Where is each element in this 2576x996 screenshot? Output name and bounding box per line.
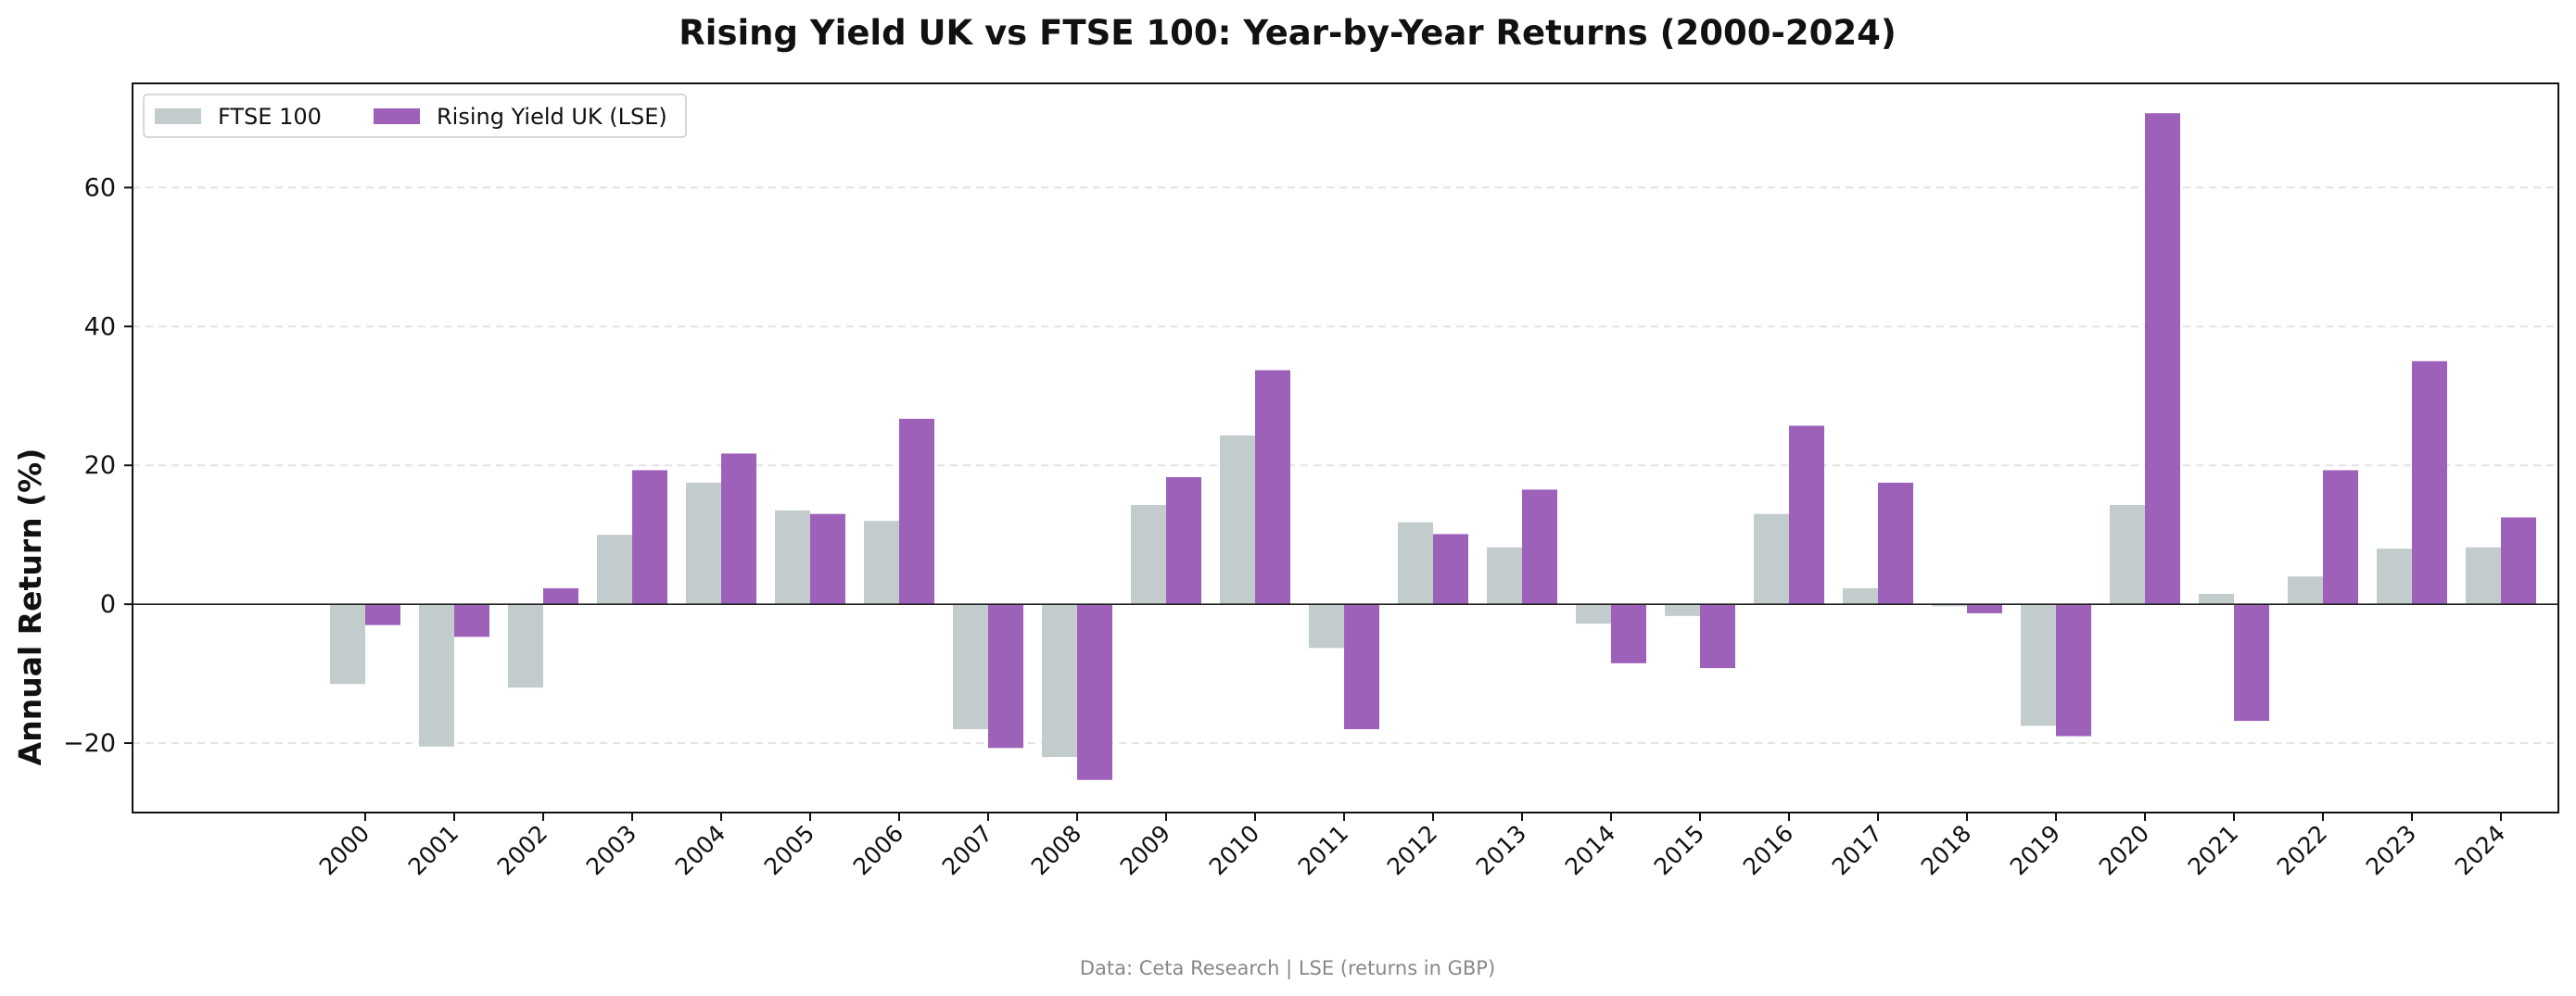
x-tick-label: 2022: [2272, 820, 2332, 880]
x-tick-label: 2012: [1382, 820, 1442, 880]
rising-yield-bar-2003: [632, 470, 667, 605]
x-tick-label: 2004: [670, 820, 730, 880]
rising-yield-bar-2009: [1166, 476, 1201, 605]
rising-yield-bar-2016: [1789, 425, 1824, 605]
x-tick-label: 2001: [403, 820, 463, 880]
x-tick-label: 2016: [1738, 820, 1798, 880]
y-tick-label: 40: [84, 312, 116, 341]
x-tick-label: 2011: [1293, 820, 1353, 880]
ftse-bar-2021: [2199, 593, 2234, 605]
ftse-bar-2007: [953, 604, 988, 730]
x-tick-label: 2019: [2005, 820, 2065, 880]
x-tick-label: 2018: [1916, 820, 1976, 880]
ftse-bar-2009: [1131, 504, 1166, 605]
x-tick-label: 2013: [1471, 820, 1531, 880]
chart-title: Rising Yield UK vs FTSE 100: Year-by-Yea…: [679, 13, 1896, 53]
ftse-bar-2010: [1220, 435, 1255, 605]
rising-yield-bar-2021: [2234, 604, 2269, 722]
ftse-bar-2011: [1309, 604, 1344, 649]
ftse-bar-2024: [2466, 547, 2501, 605]
ftse-bar-2023: [2377, 548, 2412, 605]
ftse-bar-2005: [775, 510, 810, 605]
ftse-bar-2022: [2288, 576, 2323, 605]
x-tick-label: 2008: [1026, 820, 1086, 880]
x-tick-label: 2000: [314, 820, 374, 880]
legend-label: Rising Yield UK (LSE): [437, 104, 667, 130]
ftse-bar-2001: [419, 604, 454, 747]
grid-lines: [133, 186, 2558, 745]
x-tick-label: 2002: [492, 820, 552, 880]
ftse-bar-2006: [864, 521, 899, 605]
rising-yield-bar-2019: [2056, 604, 2091, 737]
axes: −20 0 20 40 60 2000 2001 2002 2003 2004 2005 2006 20…: [63, 82, 2559, 880]
bars: [330, 113, 2536, 780]
x-tick-label: 2023: [2361, 820, 2421, 880]
x-tick-label: 2007: [937, 820, 997, 880]
rising-yield-bar-2008: [1077, 604, 1112, 780]
legend: FTSE 100 Rising Yield UK (LSE): [143, 94, 687, 138]
rising-yield-bar-2022: [2323, 470, 2358, 605]
rising-yield-bar-2024: [2501, 517, 2536, 605]
x-tick-label: 2005: [759, 820, 819, 880]
y-tick-label: 20: [84, 451, 116, 480]
legend-label: FTSE 100: [218, 104, 322, 130]
ftse-bar-2013: [1487, 547, 1522, 605]
ftse-bar-2014: [1576, 604, 1611, 624]
ftse-bar-2020: [2110, 504, 2145, 605]
rising-yield-bar-2020: [2145, 113, 2180, 605]
x-tick-label: 2010: [1204, 820, 1264, 880]
y-axis-label: Annual Return (%): [12, 448, 48, 766]
y-tick-label: 0: [100, 590, 116, 619]
rising-yield-bar-2013: [1522, 489, 1557, 605]
x-tick-label: 2021: [2183, 820, 2243, 880]
x-tick-label: 2006: [848, 820, 908, 880]
source-note: Data: Ceta Research | LSE (returns in GB…: [1080, 957, 1495, 980]
y-tick-label: −20: [63, 729, 116, 758]
ftse-bar-2008: [1042, 604, 1077, 758]
rising-yield-bar-2005: [810, 513, 845, 605]
x-tick-label: 2014: [1560, 820, 1620, 880]
rising-yield-bar-2014: [1611, 604, 1646, 663]
rising-yield-bar-2001: [454, 604, 489, 637]
x-tick-label: 2024: [2450, 820, 2510, 880]
ftse-bar-2018: [1932, 604, 1967, 607]
ftse-bar-2017: [1843, 587, 1878, 605]
ftse-bar-2019: [2021, 604, 2056, 726]
ftse-bar-2002: [508, 604, 543, 688]
x-tick-label: 2020: [2094, 820, 2154, 880]
rising-yield-bar-2000: [365, 604, 400, 625]
y-tick-label: 60: [84, 173, 116, 202]
rising-yield-bar-2006: [899, 419, 934, 605]
rising-yield-bar-2018: [1967, 604, 2002, 613]
x-tick-label: 2003: [581, 820, 641, 880]
legend-swatch: [155, 108, 201, 124]
ftse-bar-2012: [1398, 522, 1433, 605]
ftse-bar-2004: [686, 482, 721, 605]
x-tick-label: 2017: [1827, 820, 1887, 880]
rising-yield-bar-2011: [1344, 604, 1379, 730]
x-tick-label: 2009: [1115, 820, 1175, 880]
rising-yield-bar-2007: [988, 604, 1023, 749]
ftse-bar-2016: [1754, 513, 1789, 605]
x-tick-label: 2015: [1649, 820, 1709, 880]
rising-yield-bar-2023: [2412, 360, 2447, 605]
ftse-bar-2003: [597, 535, 632, 605]
legend-swatch: [374, 108, 420, 124]
rising-yield-bar-2012: [1433, 534, 1468, 605]
rising-yield-bar-2015: [1700, 604, 1735, 669]
ftse-bar-2015: [1665, 604, 1700, 616]
rising-yield-bar-2017: [1878, 482, 1913, 605]
rising-yield-bar-2002: [543, 587, 578, 605]
rising-yield-bar-2010: [1255, 370, 1290, 605]
ftse-bar-2000: [330, 604, 365, 685]
rising-yield-bar-2004: [721, 453, 756, 605]
plot-frame: [132, 82, 2559, 813]
